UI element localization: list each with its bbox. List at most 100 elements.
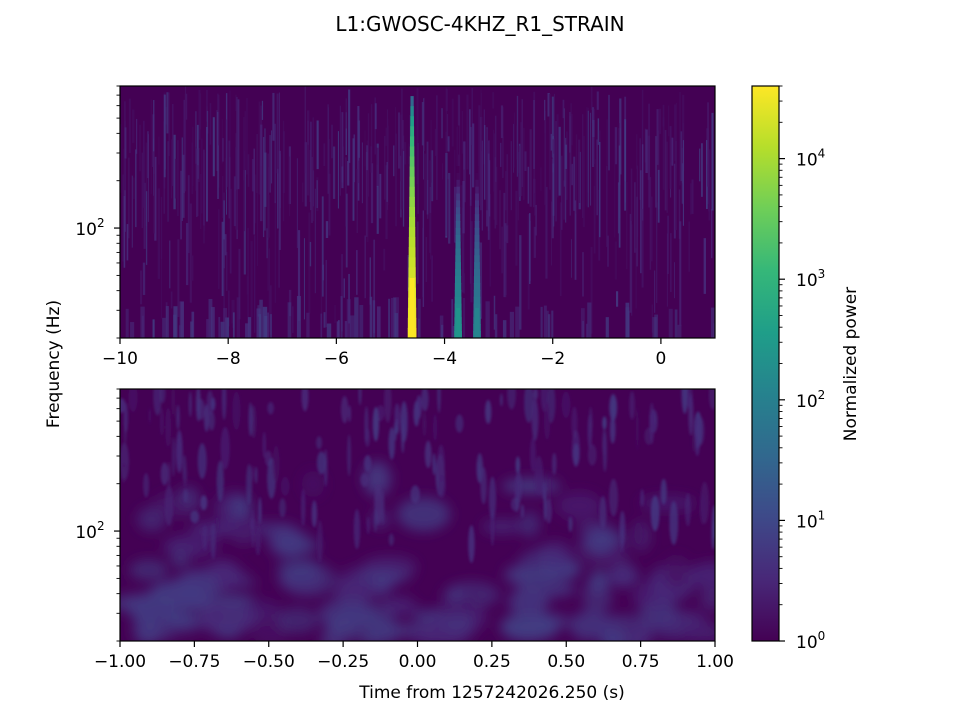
heatmap-cell [475, 308, 479, 338]
heatmap-cell [223, 239, 225, 337]
heatmap-cell [225, 93, 228, 187]
heatmap-cell [446, 587, 466, 602]
heatmap-cell [563, 180, 566, 220]
heatmap-cell [233, 176, 236, 227]
heatmap-cell [347, 434, 351, 477]
heatmap-cell [625, 182, 628, 270]
heatmap-cell [500, 105, 504, 139]
x-tick-label: −0.75 [168, 652, 220, 672]
heatmap-cell [343, 146, 344, 180]
x-tick-label: −2 [540, 349, 565, 369]
x-tick-label: 0.25 [473, 652, 511, 672]
heatmap-cell [516, 95, 519, 177]
heatmap-cell [251, 159, 254, 192]
heatmap-cell [662, 117, 665, 190]
heatmap-cell [558, 126, 561, 196]
heatmap-cell [176, 404, 180, 430]
heatmap-cell [235, 96, 238, 190]
heatmap-cell [164, 484, 174, 527]
heatmap-cell [272, 92, 275, 141]
heatmap-cell [545, 498, 552, 524]
heatmap-cell [473, 338, 481, 346]
heatmap-cell [606, 235, 610, 267]
heatmap-cell [420, 614, 475, 641]
heatmap-cell [547, 92, 550, 117]
heatmap-cell [660, 478, 667, 505]
heatmap-cell [323, 143, 326, 167]
heatmap-cell [153, 100, 155, 174]
heatmap-cell [256, 316, 259, 338]
heatmap-cell [609, 415, 616, 444]
heatmap-cell [254, 174, 257, 224]
heatmap-cell [243, 150, 246, 232]
heatmap-cell [278, 150, 281, 250]
heatmap-cell [648, 103, 650, 208]
heatmap-cell [358, 389, 362, 406]
heatmap-cell [245, 323, 250, 338]
heatmap-cell [675, 102, 677, 168]
heatmap-cell [500, 393, 503, 407]
heatmap-cell [493, 129, 495, 192]
heatmap-cell [341, 112, 344, 183]
colorbar-gradient [751, 85, 780, 642]
x-tick-label: −8 [216, 349, 241, 369]
heatmap-cell [177, 140, 179, 217]
heatmap-cell [674, 309, 678, 338]
heatmap-cell [533, 99, 535, 169]
heatmap-cell [408, 247, 416, 258]
heatmap-cell [474, 255, 480, 264]
heatmap-cell [521, 99, 523, 188]
heatmap-cell [441, 108, 443, 139]
heatmap-cell [143, 120, 145, 208]
heatmap-cell [690, 183, 692, 215]
heatmap-cell [700, 481, 710, 525]
heatmap-cell [124, 127, 127, 159]
heatmap-cell [572, 443, 580, 466]
heatmap-cell [120, 599, 159, 611]
heatmap-cell [639, 138, 641, 200]
heatmap-cell [527, 213, 530, 310]
heatmap-cell [456, 172, 460, 181]
heatmap-cell [274, 200, 276, 303]
heatmap-cell [669, 501, 679, 545]
heatmap-cell [590, 86, 593, 111]
heatmap-cell [247, 227, 250, 325]
heatmap-cell [183, 99, 185, 194]
heatmap-cell [599, 495, 607, 529]
heatmap-cell [510, 141, 512, 211]
heatmap-cell [223, 200, 225, 269]
heatmap-cell [373, 239, 376, 334]
heatmap-cell [543, 401, 551, 440]
heatmap-cell [301, 389, 309, 412]
heatmap-cell [348, 273, 350, 324]
heatmap-cell [608, 94, 610, 171]
heatmap-cell [216, 460, 224, 502]
heatmap-cell [147, 131, 149, 179]
heatmap-cell [575, 134, 578, 214]
heatmap-cell [361, 142, 363, 204]
heatmap-cell [506, 154, 509, 226]
heatmap-cell [474, 234, 480, 243]
heatmap-cell [681, 389, 688, 414]
heatmap-cell [429, 186, 432, 213]
heatmap-cell [456, 193, 460, 202]
heatmap-cell [533, 389, 539, 401]
heatmap-cell [247, 154, 250, 187]
heatmap-cell [650, 196, 653, 262]
heatmap-cell [711, 520, 715, 550]
heatmap-cell [173, 134, 176, 210]
heatmap-cell [707, 102, 710, 187]
heatmap-cell [409, 136, 415, 148]
heatmap-cell [201, 138, 203, 214]
heatmap-cell [206, 126, 208, 222]
heatmap-cell [641, 208, 644, 288]
heatmap-cell [507, 389, 516, 410]
heatmap-cell [578, 139, 581, 203]
heatmap-cell [455, 234, 461, 243]
heatmap-cell [288, 156, 291, 217]
heatmap-cell [550, 133, 552, 151]
heatmap-cell [520, 504, 525, 519]
heatmap-cell [463, 273, 465, 294]
heatmap-cell [615, 291, 619, 307]
heatmap-cell [606, 119, 608, 166]
